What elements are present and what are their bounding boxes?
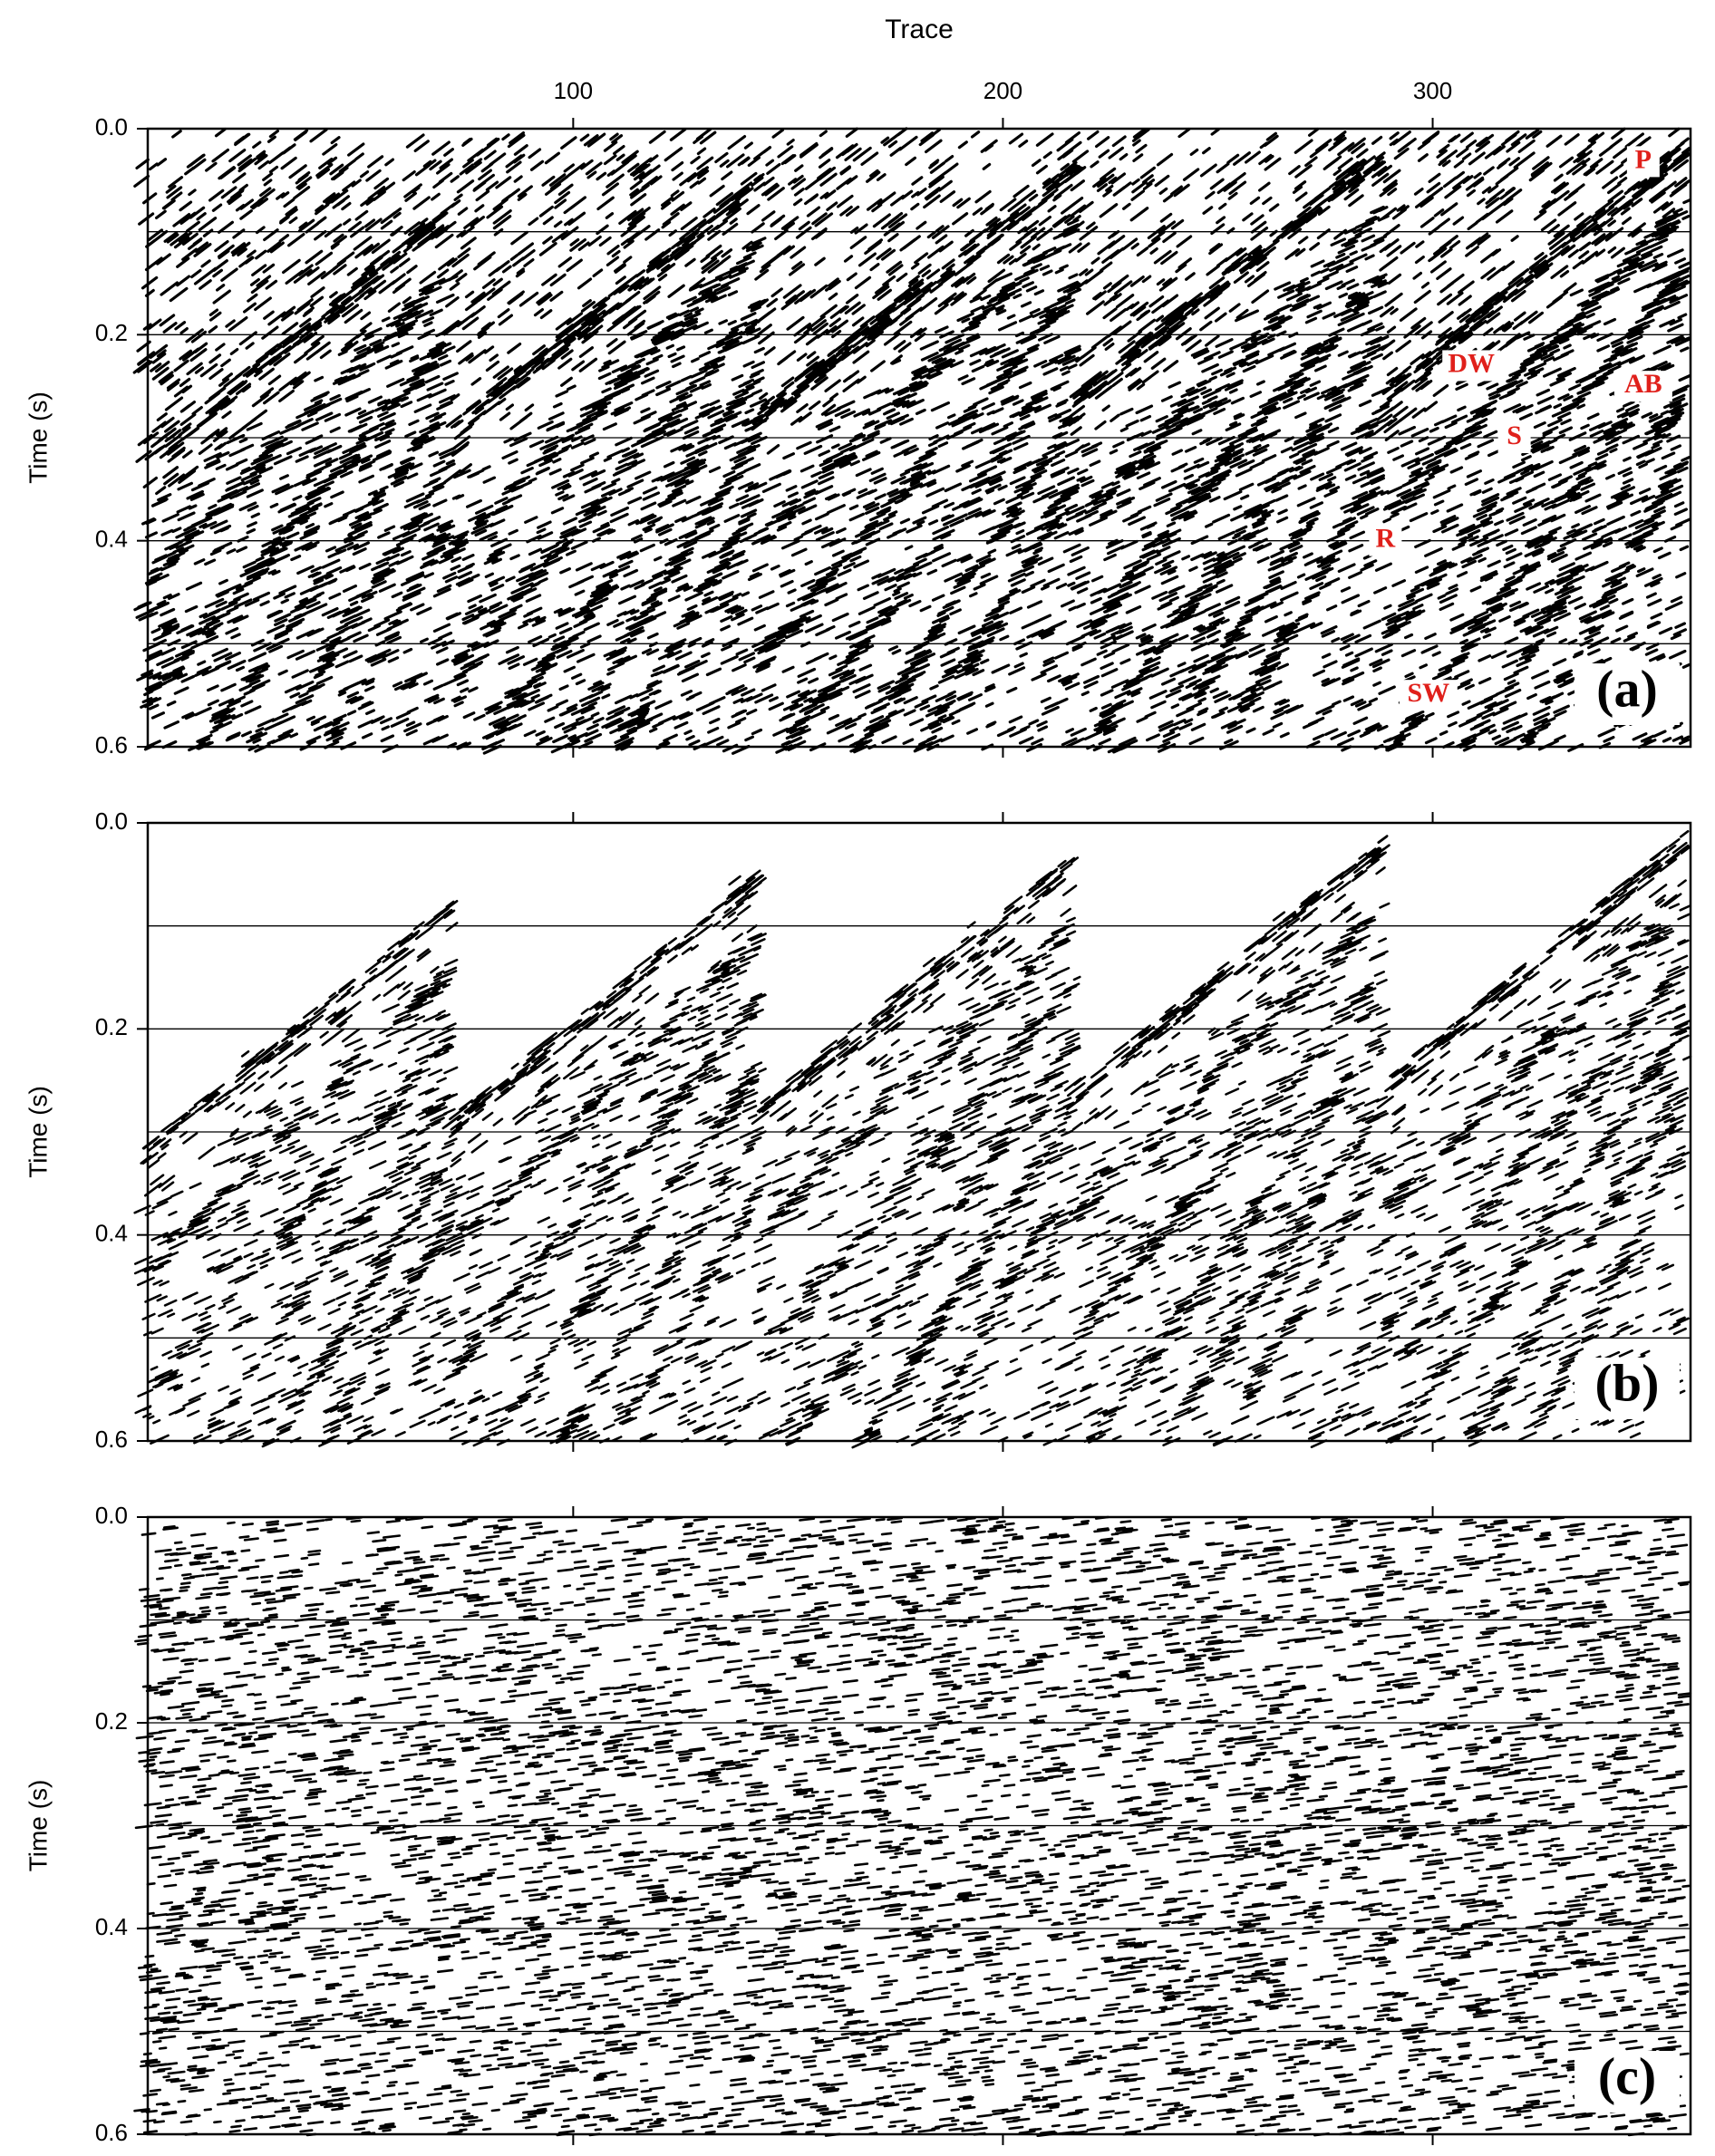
- y-tick-label: 0.6: [95, 1426, 128, 1453]
- y-axis-title: Time (s): [24, 392, 52, 484]
- plot-frame: [146, 1515, 1692, 2136]
- y-tick-label: 0.0: [95, 807, 128, 835]
- y-tick-label: 0.4: [95, 1913, 128, 1940]
- annotation-bg: [1399, 680, 1458, 711]
- y-tick-label: 0.2: [95, 1707, 128, 1735]
- y-tick-label: 0.4: [95, 526, 128, 553]
- panel: 0.0 0.2 0.4 0.6 Time (s) (c): [24, 1502, 1692, 2146]
- panel-label: (a): [1596, 659, 1658, 718]
- panel-label-bg: [1575, 1358, 1680, 1419]
- y-tick-label: 0.6: [95, 731, 128, 759]
- annotation-bg: [1626, 146, 1660, 178]
- annotation-bg: [1613, 371, 1672, 402]
- panel-label-bg: [1575, 2051, 1680, 2112]
- x-axis-title: Trace: [885, 15, 954, 44]
- y-tick-label: 0.2: [95, 1013, 128, 1040]
- annotation: P: [1635, 144, 1652, 174]
- annotation: DW: [1448, 348, 1495, 378]
- y-tick-label: 0.4: [95, 1220, 128, 1247]
- annotation-bg: [1369, 525, 1402, 556]
- y-axis-title: Time (s): [24, 1780, 52, 1872]
- annotation: R: [1376, 524, 1396, 554]
- panel: 0.0 0.2 0.4 0.6 100 200 300 Trace Time (s) (a) P DW…: [24, 15, 1692, 759]
- y-tick-label: 0.6: [95, 2119, 128, 2146]
- panel-label-bg: [1575, 663, 1680, 725]
- y-axis-title: Time (s): [24, 1086, 52, 1178]
- y-tick-label: 0.2: [95, 319, 128, 346]
- seismic-texture: [132, 127, 1691, 755]
- annotation-bg: [1497, 422, 1531, 453]
- y-tick-label: 0.0: [95, 113, 128, 140]
- seismic-texture: [133, 830, 1692, 1449]
- x-tick-label: 100: [554, 77, 593, 104]
- seismic-texture: [133, 1515, 1692, 2137]
- panel-label: (b): [1595, 1353, 1660, 1412]
- plot-frame: [146, 127, 1692, 749]
- panel: 0.0 0.2 0.4 0.6 Time (s) (b): [24, 807, 1692, 1453]
- x-tick-label: 300: [1413, 77, 1452, 104]
- x-tick-label: 200: [983, 77, 1022, 104]
- panel-label: (c): [1598, 2046, 1656, 2105]
- plot-frame: [146, 821, 1692, 1443]
- annotation-bg: [1442, 350, 1501, 382]
- y-tick-label: 0.0: [95, 1502, 128, 1529]
- annotation: AB: [1624, 369, 1662, 399]
- annotation: SW: [1407, 678, 1449, 708]
- annotation: S: [1507, 421, 1522, 450]
